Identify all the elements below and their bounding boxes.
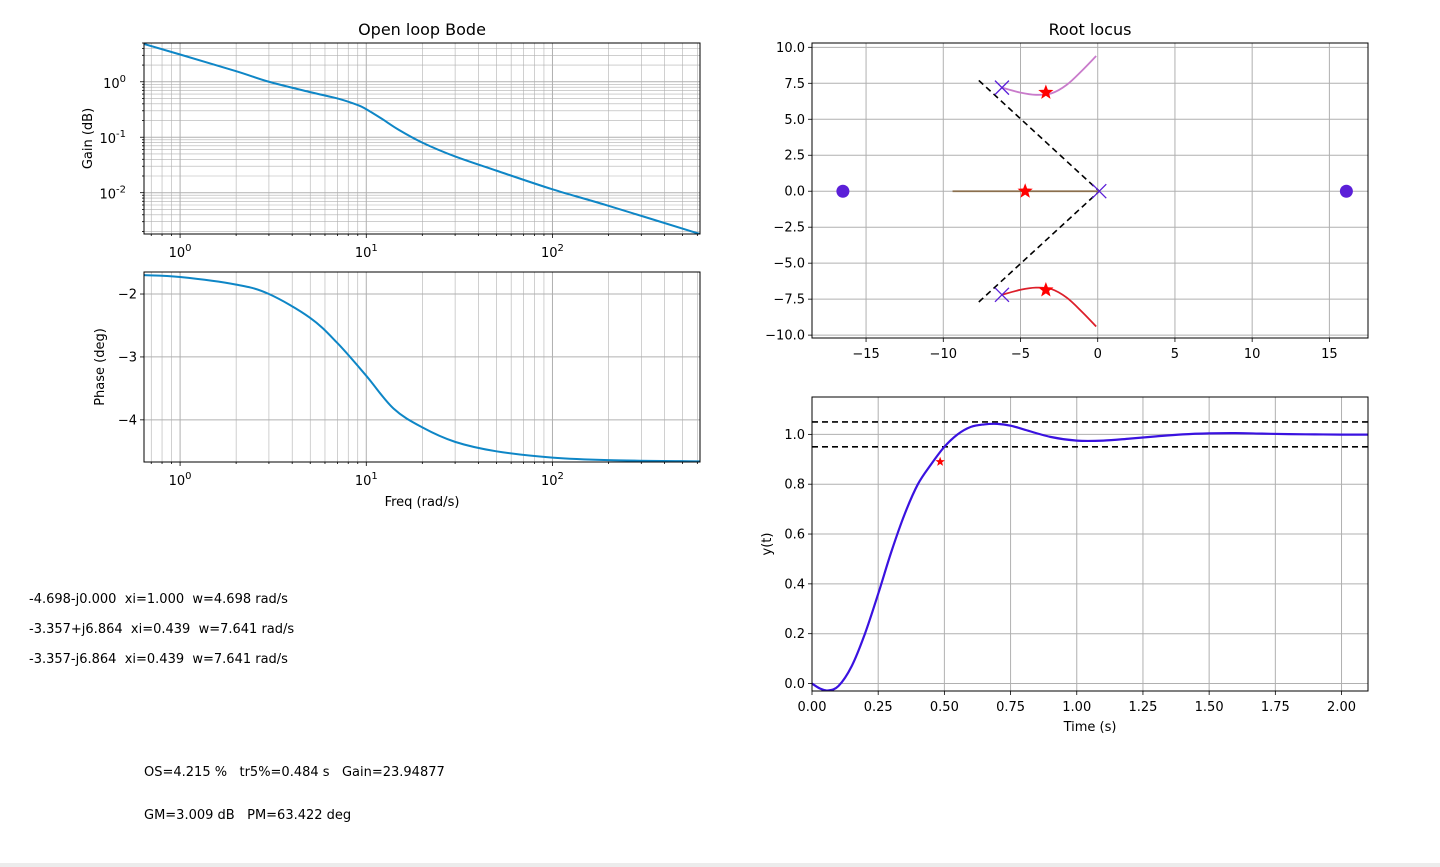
y-tick-label: 1.0 <box>784 428 805 443</box>
x-tick-label: 1.50 <box>1195 700 1224 715</box>
pole-info-3: -3.357-j6.864 xi=0.439 w=7.641 rad/s <box>29 652 288 667</box>
x-tick-label: 2.00 <box>1327 700 1356 715</box>
asymptote-line <box>978 190 1100 303</box>
zero-marker <box>836 184 850 198</box>
x-tick-label: 0.50 <box>930 700 959 715</box>
x-tick-label: 101 <box>355 471 378 489</box>
y-tick-label: 0.0 <box>784 185 805 200</box>
pole-info-2: -3.357+j6.864 xi=0.439 w=7.641 rad/s <box>29 622 295 637</box>
step-response-curve <box>812 422 1368 691</box>
y-tick-label: −10.0 <box>765 329 805 344</box>
x-tick-label: 1.25 <box>1128 700 1157 715</box>
x-tick-label: 102 <box>541 471 564 489</box>
x-tick-label: 1.75 <box>1261 700 1290 715</box>
y-axis-label: Phase (deg) <box>93 328 108 406</box>
y-tick-label: 2.5 <box>784 149 805 164</box>
y-tick-label: 10-2 <box>99 185 126 203</box>
y-tick-label: 0.2 <box>784 627 805 642</box>
y-tick-label: 10-1 <box>99 129 126 147</box>
y-tick-label: −2.5 <box>773 221 805 236</box>
bode-gain-plot: 100 101 102 100 10-1 10-2 Open loop Bode Gain (… <box>81 20 701 261</box>
x-axis-label: Freq (rad/s) <box>385 495 460 510</box>
x-tick-label: 0.75 <box>996 700 1025 715</box>
open-loop-pole-marker <box>994 80 1010 96</box>
margins-summary: GM=3.009 dB PM=63.422 deg <box>144 808 352 823</box>
y-tick-label: −4 <box>118 413 137 428</box>
y-tick-label: 7.5 <box>784 77 805 92</box>
y-axis-label: Gain (dB) <box>81 108 96 169</box>
x-tick-label: 0 <box>1094 347 1102 362</box>
y-tick-label: 0.0 <box>784 677 805 692</box>
y-tick-label: −3 <box>118 350 137 365</box>
x-tick-label: 10 <box>1244 347 1261 362</box>
axes-frame <box>143 271 701 463</box>
y-tick-label: −2 <box>118 288 137 303</box>
axes-frame <box>811 396 1369 692</box>
axes-frame <box>811 42 1369 339</box>
x-tick-label: −5 <box>1011 347 1030 362</box>
y-tick-label: −5.0 <box>773 257 805 272</box>
phase-curve <box>144 274 700 462</box>
chart-title: Root locus <box>1049 20 1132 39</box>
x-tick-label: 0.25 <box>864 700 893 715</box>
closed-loop-pole-marker <box>1038 281 1054 297</box>
pole-info-1: -4.698-j0.000 xi=1.000 w=4.698 rad/s <box>29 592 288 607</box>
closed-loop-pole-marker <box>1038 84 1054 99</box>
bode-phase-plot: −2 −3 −4 100 101 102 Freq (rad/s) Phase (deg) <box>93 271 701 510</box>
x-tick-label: 5 <box>1171 347 1179 362</box>
open-loop-pole-marker <box>994 287 1010 303</box>
step-response-plot: 0.00 0.25 0.50 0.75 1.00 1.25 1.50 1.75 2.00 0.0 0… <box>760 396 1369 735</box>
y-tick-label: −7.5 <box>773 293 805 308</box>
zero-marker <box>1339 184 1353 198</box>
performance-summary: OS=4.215 % tr5%=0.484 s Gain=23.94877 <box>144 765 445 780</box>
y-axis-label: y(t) <box>760 533 775 556</box>
x-tick-label: 102 <box>541 243 564 261</box>
x-tick-label: 15 <box>1321 347 1338 362</box>
x-tick-label: 1.00 <box>1062 700 1091 715</box>
root-locus-plot: −15 −10 −5 0 5 10 15 10.0 7.5 5.0 2.5 0.0 −2.5 −5.0 −7… <box>765 20 1369 362</box>
y-tick-label: 100 <box>103 74 126 92</box>
gain-curve <box>144 43 700 234</box>
locus-branch-1 <box>1001 55 1097 96</box>
y-tick-label: 0.4 <box>784 577 805 592</box>
x-tick-label: 101 <box>355 243 378 261</box>
rise-time-marker <box>935 456 945 466</box>
y-tick-label: 10.0 <box>776 41 805 56</box>
open-loop-pole-marker <box>1091 183 1107 199</box>
y-tick-label: 0.6 <box>784 528 805 543</box>
x-tick-label: −10 <box>930 347 957 362</box>
x-tick-label: 0.00 <box>798 700 827 715</box>
y-tick-label: 5.0 <box>784 113 805 128</box>
status-bar <box>0 863 1440 867</box>
y-tick-label: 0.8 <box>784 478 805 493</box>
x-tick-label: 100 <box>169 243 192 261</box>
closed-loop-pole-marker <box>1017 183 1033 198</box>
chart-title: Open loop Bode <box>358 20 486 39</box>
asymptote-line <box>978 79 1100 192</box>
x-tick-label: 100 <box>169 471 192 489</box>
axes-frame <box>143 42 701 235</box>
x-tick-label: −15 <box>852 347 879 362</box>
x-axis-label: Time (s) <box>1063 720 1117 735</box>
